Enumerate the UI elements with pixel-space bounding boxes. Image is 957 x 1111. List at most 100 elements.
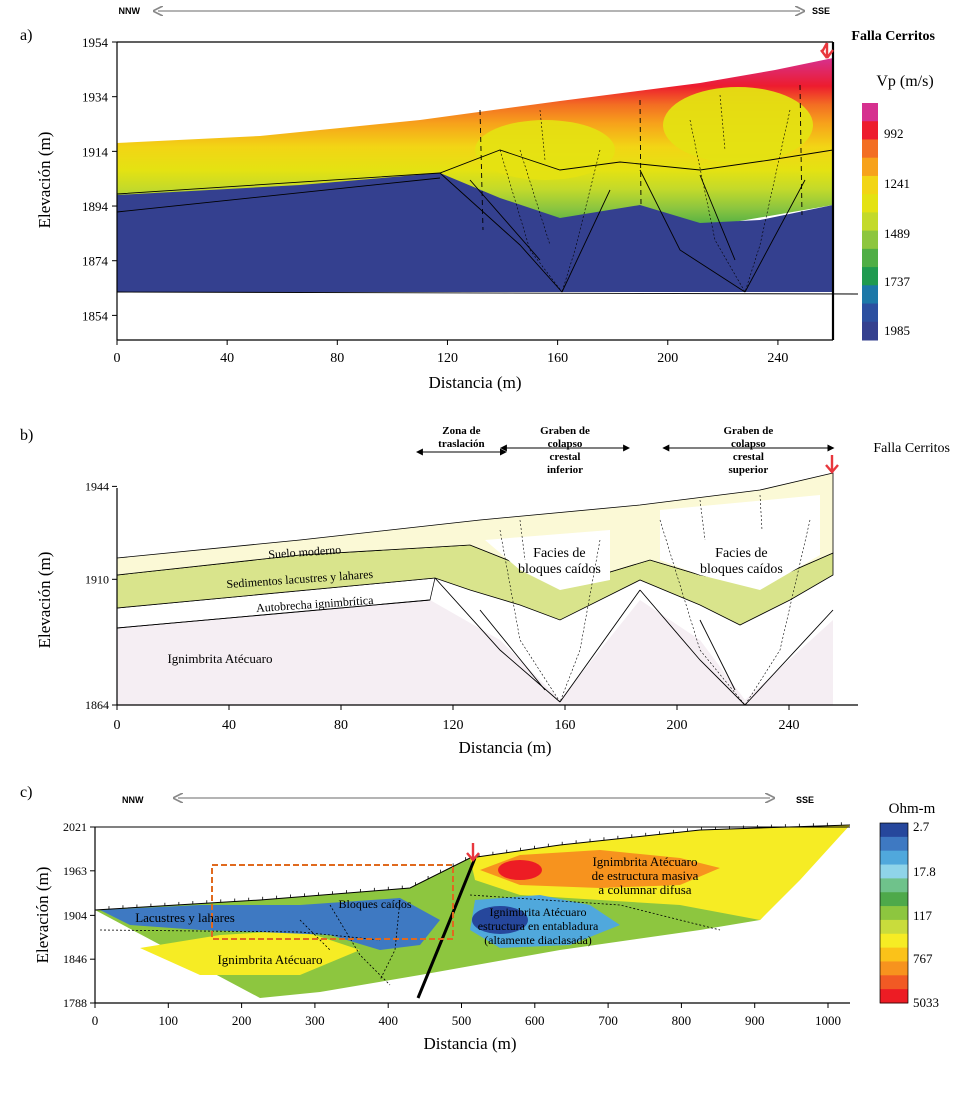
y-tick-label-a: 1874 [82, 254, 109, 269]
faults-dashed-b [499, 494, 811, 706]
resistivity-blue-1 [100, 898, 440, 950]
fault-arrow-icon-a [820, 42, 834, 59]
annotation-label-c: (altamente diaclasada) [484, 933, 592, 947]
y-axis-title-c: Elevación (m) [33, 867, 52, 964]
ticks-c: 0 100 200 300 400 500 600 700 800 900 1000 2021 1963… [63, 820, 841, 1028]
x-tick-label-a: 80 [330, 351, 344, 366]
velocity-anomaly-2 [663, 87, 813, 163]
colorbar-swatch-a [862, 139, 878, 159]
facies-block-1 [485, 530, 610, 590]
annotation-label-c: de estructura masiva [592, 868, 699, 883]
x-tick-label-b: 200 [667, 718, 688, 733]
annotations-c: Lacustres y lahares Bloques caídos Ignimbr… [135, 854, 698, 967]
direction-right-a: SSE [812, 6, 830, 16]
x-tick-label-a: 160 [547, 351, 568, 366]
facies-label: bloques caídos [518, 562, 601, 577]
y-tick-label-a: 1854 [82, 308, 109, 323]
annotation-label-c: Ignimbrita Atécuaro [592, 854, 697, 869]
facies-label: Facies de [533, 546, 585, 561]
structure-lines-a [116, 84, 859, 295]
zone-label: crestal [550, 451, 581, 463]
colorbar-label-c: 117 [913, 908, 933, 923]
facies-label: Facies de [715, 546, 767, 561]
colorbar-label-c: 5033 [913, 995, 939, 1010]
colorbar-swatch-c [880, 961, 908, 976]
direction-left-a: NNW [119, 6, 141, 16]
colorbar-swatch-a [862, 230, 878, 250]
panel-a-label: a) [20, 27, 32, 44]
panel-b: 0 40 80 120 160 200 240 1944 1910 1864 Distancia … [35, 425, 950, 757]
colorbar-swatch-c [880, 975, 908, 990]
colorbar-swatch-c [880, 989, 908, 1004]
colorbar-swatch-c [880, 919, 908, 935]
structure-lines-b [116, 577, 834, 706]
structure-lines-c [99, 894, 721, 986]
x-axis-title-a: Distancia (m) [429, 373, 522, 392]
colorbar-label-c: 17.8 [913, 864, 936, 879]
x-tick-label-a: 0 [114, 351, 121, 366]
colorbar-label-a: 1241 [884, 176, 910, 191]
colorbar-swatch-a [862, 267, 878, 286]
x-tick-label-c: 500 [452, 1013, 472, 1028]
x-tick-label-c: 100 [159, 1013, 179, 1028]
y-tick-label-a: 1954 [82, 35, 109, 50]
velocity-basement [117, 173, 833, 292]
annotation-label-c: estructura en entabladura [478, 919, 599, 933]
colorbar-title-c: Ohm-m [889, 801, 936, 817]
panel-a: NNW SSE [35, 6, 936, 392]
colorbar-swatch-c [880, 823, 908, 838]
colorbar-swatch-a [862, 212, 878, 232]
unit-label-ignimbrita: Ignimbrita Atécuaro [167, 651, 272, 666]
resistivity-orange [480, 850, 720, 888]
ticks-b: 0 40 80 120 160 200 240 1944 1910 1864 [85, 479, 800, 733]
y-tick-label-b: 1864 [85, 698, 109, 712]
y-axis-title-b: Elevación (m) [35, 552, 54, 649]
colorbar-swatch-a [862, 157, 878, 177]
panel-c: NNW SSE 0 100 200 3 [33, 795, 939, 1053]
x-tick-label-b: 80 [334, 718, 348, 733]
annotation-label-c: Lacustres y lahares [135, 910, 235, 925]
zone-label: Graben de [723, 425, 773, 437]
colorbar-label-a: 1737 [884, 274, 911, 289]
x-tick-label-b: 120 [443, 718, 464, 733]
x-tick-label-c: 1000 [815, 1013, 841, 1028]
direction-right-c: SSE [796, 795, 814, 805]
x-tick-label-a: 240 [767, 351, 788, 366]
annotation-label-c: Ignimbrita Atécuaro [217, 952, 322, 967]
colorbar-swatch-a [862, 303, 878, 323]
resistivity-red [498, 860, 542, 880]
zone-label: superior [729, 464, 769, 476]
x-tick-label-a: 120 [437, 351, 458, 366]
axes-a [116, 41, 835, 341]
resistivity-yellow-2 [140, 930, 360, 975]
panel-c-label: c) [20, 784, 32, 801]
x-tick-label-c: 0 [92, 1013, 99, 1028]
y-tick-label-a: 1934 [82, 90, 109, 105]
annotation-label-c: Ignimbrita Atécuaro [490, 905, 587, 919]
zone-label: Graben de [540, 425, 590, 437]
fault-arrow-icon-c [466, 843, 480, 862]
colorbar-swatch-c [880, 933, 908, 949]
x-tick-label-c: 600 [525, 1013, 545, 1028]
x-tick-label-b: 40 [222, 718, 236, 733]
facies-label: bloques caídos [700, 562, 783, 577]
colorbar-swatch-a [862, 175, 878, 195]
y-tick-label-c: 2021 [63, 820, 87, 834]
y-tick-label-c: 1846 [63, 952, 87, 966]
faults-dashed-a [499, 94, 791, 293]
colorbar-swatch-c [880, 892, 908, 907]
x-tick-label-c: 300 [305, 1013, 325, 1028]
zone-label: inferior [547, 464, 583, 476]
colorbar-swatch-c [880, 947, 908, 962]
colorbar-label-a: 992 [884, 126, 904, 141]
y-tick-label-c: 1904 [63, 908, 87, 922]
colorbar-swatch-c [880, 878, 908, 893]
colorbar-swatch-c [880, 836, 908, 852]
colorbar-a: 992 1241 1489 1737 1985 [862, 103, 911, 341]
velocity-anomaly-1 [475, 120, 615, 180]
colorbar-swatch-a [862, 285, 878, 305]
colorbar-swatch-c [880, 864, 908, 879]
direction-left-c: NNW [122, 795, 144, 805]
